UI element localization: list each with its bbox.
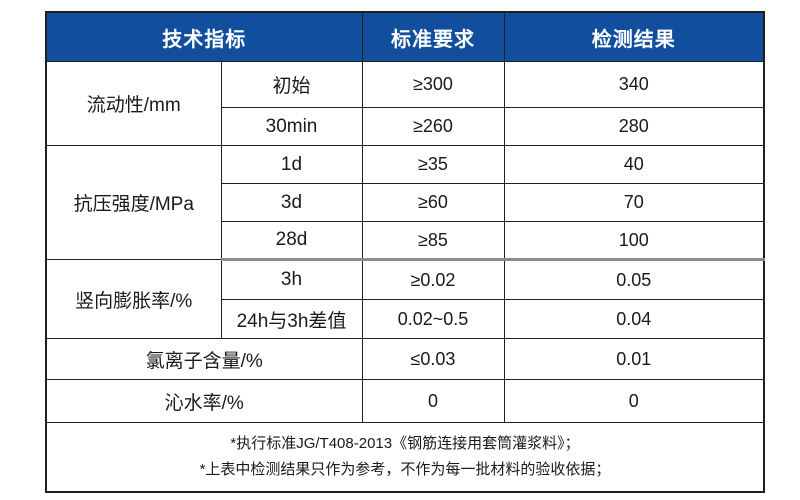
note-line-standard-reference: *执行标准JG/T408-2013《钢筋连接用套筒灌浆料》； bbox=[230, 434, 580, 452]
cell-standard-3d: ≥60 bbox=[361, 183, 505, 222]
cell-standard-30min: ≥260 bbox=[361, 107, 505, 146]
cell-standard-bleeding: 0 bbox=[361, 379, 505, 423]
cell-result-bleeding: 0 bbox=[503, 379, 765, 423]
cell-group-vertical-expansion: 竖向膨胀率/% bbox=[45, 259, 222, 339]
cell-standard-initial: ≥300 bbox=[361, 61, 505, 108]
cell-standard-28d: ≥85 bbox=[361, 221, 505, 261]
cell-sub-initial: 初始 bbox=[220, 61, 363, 108]
cell-sub-3d: 3d bbox=[220, 183, 363, 222]
cell-standard-3h: ≥0.02 bbox=[361, 259, 505, 300]
table-row-chloride-content: 氯离子含量/% ≤0.03 0.01 bbox=[45, 338, 765, 380]
cell-result-30min: 280 bbox=[503, 107, 765, 146]
cell-sub-30min: 30min bbox=[220, 107, 363, 146]
cell-result-3h: 0.05 bbox=[503, 259, 765, 300]
spec-table: 技术指标 标准要求 检测结果 流动性/mm 初始 ≥300 340 30min … bbox=[45, 11, 765, 493]
note-line-disclaimer: *上表中检测结果只作为参考，不作为每一批材料的验收依据； bbox=[199, 461, 611, 478]
cell-merged-chloride-content: 氯离子含量/% bbox=[45, 338, 363, 380]
cell-sub-24h-3h-diff: 24h与3h差值 bbox=[220, 299, 363, 339]
header-cell-test-result: 检测结果 bbox=[503, 11, 765, 62]
cell-sub-28d: 28d bbox=[220, 221, 363, 261]
cell-sub-1d: 1d bbox=[220, 145, 363, 184]
table-row-strength-1d: 抗压强度/MPa 1d ≥35 40 bbox=[45, 145, 765, 260]
cell-standard-24h-3h-diff: 0.02~0.5 bbox=[361, 299, 505, 339]
cell-result-initial: 340 bbox=[503, 61, 765, 108]
table-row-fluidity-30min: 30min ≥260 280 bbox=[46, 107, 765, 146]
cell-result-1d: 40 bbox=[503, 145, 765, 184]
table-row-bleeding-rate: 沁水率/% 0 0 bbox=[45, 379, 765, 423]
cell-result-24h-3h-diff: 0.04 bbox=[503, 299, 765, 339]
cell-result-3d: 70 bbox=[503, 183, 765, 222]
cell-standard-chloride: ≤0.03 bbox=[361, 338, 505, 380]
table-row-strength-28d: 28d ≥85 100 bbox=[46, 221, 765, 261]
cell-result-chloride: 0.01 bbox=[503, 338, 765, 380]
table-row-strength-3d: 3d ≥60 70 bbox=[46, 183, 765, 222]
header-cell-standard-requirement: 标准要求 bbox=[361, 11, 505, 62]
cell-sub-3h: 3h bbox=[220, 259, 363, 300]
table-row-expansion-3h: 竖向膨胀率/% 3h ≥0.02 0.05 bbox=[45, 259, 765, 339]
cell-group-fluidity: 流动性/mm bbox=[45, 61, 222, 146]
table-row-expansion-24h-diff: 24h与3h差值 0.02~0.5 0.04 bbox=[46, 299, 765, 339]
table-row-notes: *执行标准JG/T408-2013《钢筋连接用套筒灌浆料》； *上表中检测结果只… bbox=[45, 422, 765, 493]
cell-standard-1d: ≥35 bbox=[361, 145, 505, 184]
header-cell-technical-indicator: 技术指标 bbox=[45, 11, 363, 62]
cell-merged-bleeding-rate: 沁水率/% bbox=[45, 379, 363, 423]
cell-result-28d: 100 bbox=[503, 221, 765, 261]
cell-group-compressive-strength: 抗压强度/MPa bbox=[45, 145, 222, 260]
table-header-row: 技术指标 标准要求 检测结果 bbox=[45, 11, 765, 62]
table-row-fluidity-initial: 流动性/mm 初始 ≥300 340 bbox=[45, 61, 765, 146]
notes-cell: *执行标准JG/T408-2013《钢筋连接用套筒灌浆料》； *上表中检测结果只… bbox=[45, 422, 765, 493]
